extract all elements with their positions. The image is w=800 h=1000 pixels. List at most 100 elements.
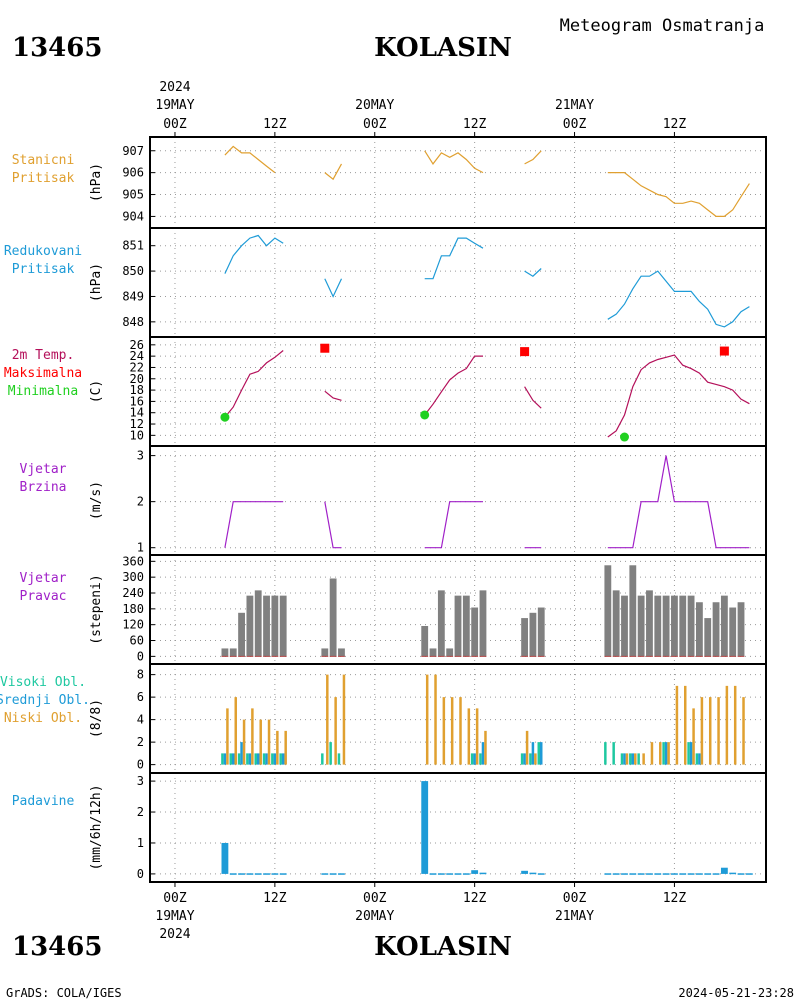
cloud-bar [531, 742, 535, 765]
cloud-bar [256, 753, 260, 765]
series-line [524, 150, 542, 165]
series-line [324, 163, 343, 181]
cloud-bar [259, 719, 262, 765]
footer-timestamp: 2024-05-21-23:28 [678, 986, 794, 1000]
bar [421, 781, 429, 874]
panel-5: 060 120 180 240 300 360 (stepeni) Vjetar Pravac [20, 554, 767, 665]
top-hour-label: 12Z [463, 117, 487, 132]
y-tick-label: 180 [122, 602, 144, 616]
cloud-bar [248, 753, 252, 765]
series-line [524, 268, 542, 277]
y-tick-label: 2 [137, 495, 144, 509]
panel-label: Visoki Obl. [0, 675, 86, 690]
bar [537, 873, 545, 875]
cloud-bar [534, 753, 537, 765]
y-tick-label: 22 [130, 360, 144, 374]
panel-label: Pritisak [12, 171, 75, 186]
y-axis-unit: (hPa) [89, 263, 104, 302]
product-title: Meteogram Osmatranja [560, 16, 765, 36]
y-axis-unit: (C) [89, 380, 104, 403]
y-axis-unit: (m/s) [89, 481, 104, 520]
y-tick-label: 120 [122, 618, 144, 632]
y-tick-label: 10 [130, 428, 144, 442]
bottom-date-label: 20MAY [355, 909, 394, 924]
bar [621, 595, 628, 657]
cloud-bar [642, 753, 645, 765]
top-hour-label: 00Z [363, 117, 387, 132]
bottom-hour-label: 12Z [663, 891, 687, 906]
cloud-bar [273, 753, 277, 765]
cloud-bar [637, 753, 640, 765]
bar [729, 607, 737, 657]
bar [329, 578, 337, 657]
y-axis-unit: (stepeni) [89, 574, 104, 644]
series-line [607, 354, 750, 438]
bar [712, 602, 720, 657]
station-name-top: KOLASIN [374, 33, 512, 63]
panel-label: Maksimalna [4, 366, 82, 381]
bar [637, 873, 645, 875]
series-line [607, 455, 750, 549]
cloud-bar [631, 753, 635, 765]
bottom-hour-label: 00Z [363, 891, 387, 906]
cloud-bar [698, 753, 701, 765]
y-tick-label: 3 [137, 774, 144, 788]
panel-frame [149, 772, 767, 883]
cloud-bar [334, 697, 337, 765]
bar [471, 607, 479, 657]
series-line [424, 355, 483, 416]
panel-label: 2m Temp. [12, 348, 75, 363]
bar [321, 648, 329, 657]
bar [279, 595, 287, 657]
cloud-bar [659, 742, 662, 765]
y-tick-label: 851 [122, 239, 144, 253]
max-temp-marker [719, 346, 729, 356]
bottom-date-label: 19MAY [155, 909, 194, 924]
cloud-bar [246, 753, 249, 765]
cloud-bar [484, 730, 487, 765]
series-line [607, 172, 750, 217]
bar [671, 595, 678, 657]
bar [737, 873, 745, 875]
cloud-bar [700, 697, 704, 765]
bar [621, 873, 628, 875]
cloud-bar [662, 742, 665, 765]
top-time-axis: 2024 19MAY 00Z 12Z 20MAY 00Z 12Z 21MAY 00Z 12Z [155, 80, 686, 137]
y-axis-unit: (hPa) [89, 163, 104, 202]
bar [654, 595, 662, 657]
cloud-bar [231, 753, 235, 765]
bar [662, 595, 670, 657]
cloud-bar [326, 674, 329, 765]
cloud-bar [467, 708, 471, 765]
y-tick-label: 240 [122, 586, 144, 600]
panel-frame [149, 136, 767, 229]
y-tick-label: 26 [130, 338, 144, 352]
cloud-bar [279, 753, 282, 765]
cloud-bar [267, 719, 271, 765]
bar [263, 873, 270, 875]
cloud-bar [529, 753, 532, 765]
cloud-bar [321, 753, 324, 765]
bar [479, 590, 487, 657]
panel-label: Padavine [12, 794, 75, 809]
y-tick-label: 20 [130, 372, 144, 386]
footer-credit: GrADS: COLA/IGES [6, 986, 122, 1000]
panel-label: Pravac [20, 589, 67, 604]
y-tick-label: 2 [137, 735, 144, 749]
bar [521, 870, 529, 874]
bar [421, 626, 429, 657]
min-temp-marker [220, 412, 230, 422]
cloud-bar [442, 697, 446, 765]
top-date-label: 20MAY [355, 98, 394, 113]
cloud-bar [242, 719, 246, 765]
bar [662, 873, 670, 875]
cloud-bar [667, 742, 670, 765]
cloud-bar [708, 697, 712, 765]
bar [429, 873, 437, 875]
top-hour-label: 00Z [163, 117, 187, 132]
cloud-bar [692, 708, 695, 765]
panel-label: Redukovani [4, 244, 82, 259]
cloud-bar [650, 742, 654, 765]
y-tick-label: 904 [122, 209, 144, 223]
y-tick-label: 0 [137, 649, 144, 663]
